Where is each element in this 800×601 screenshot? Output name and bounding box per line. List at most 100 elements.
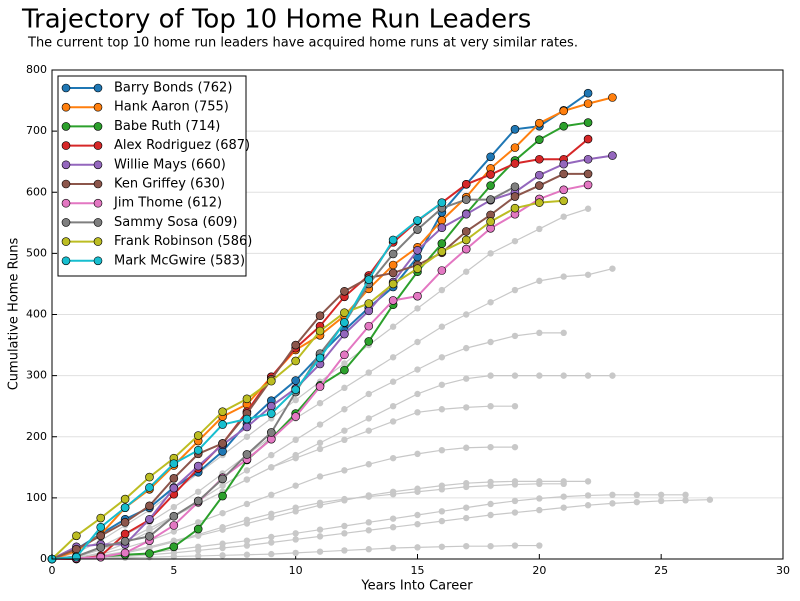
legend-marker xyxy=(61,160,71,170)
marker xyxy=(292,454,299,462)
marker xyxy=(511,286,519,294)
marker xyxy=(438,446,446,454)
marker xyxy=(364,337,374,346)
marker xyxy=(266,376,276,386)
marker xyxy=(243,551,251,558)
marker xyxy=(145,514,154,524)
series xyxy=(47,198,447,564)
y-tick-label: 100 xyxy=(26,491,47,504)
marker xyxy=(437,239,447,248)
marker xyxy=(120,503,130,512)
marker xyxy=(218,407,227,416)
marker xyxy=(243,476,251,483)
legend-marker xyxy=(93,256,103,266)
marker xyxy=(292,396,299,404)
marker xyxy=(316,473,324,480)
marker xyxy=(438,508,446,515)
marker xyxy=(388,268,398,278)
marker xyxy=(292,482,299,489)
marker xyxy=(340,350,349,360)
marker xyxy=(96,552,106,562)
marker xyxy=(219,482,226,489)
marker xyxy=(170,537,178,544)
marker xyxy=(389,378,397,385)
marker xyxy=(487,500,494,508)
marker xyxy=(511,402,519,410)
legend-marker xyxy=(61,179,71,189)
marker xyxy=(291,385,300,394)
marker xyxy=(243,542,251,549)
marker xyxy=(72,544,81,554)
marker xyxy=(560,480,567,488)
marker xyxy=(388,235,398,245)
y-tick-label: 600 xyxy=(26,185,47,198)
marker xyxy=(510,192,520,201)
marker xyxy=(487,250,494,257)
marker xyxy=(266,409,276,418)
marker xyxy=(341,547,348,554)
marker xyxy=(341,360,348,367)
legend-marker xyxy=(61,237,71,246)
background-series xyxy=(48,329,567,563)
marker xyxy=(389,454,397,462)
marker xyxy=(218,420,227,429)
marker xyxy=(560,504,567,511)
marker xyxy=(487,542,494,550)
legend-marker xyxy=(93,218,103,227)
x-tick-label: 10 xyxy=(289,564,303,577)
marker xyxy=(292,549,299,557)
line xyxy=(51,332,564,560)
marker xyxy=(243,516,251,524)
marker xyxy=(510,124,520,134)
marker xyxy=(96,522,106,532)
marker xyxy=(193,445,203,455)
marker xyxy=(120,518,130,527)
marker xyxy=(316,526,324,533)
marker xyxy=(486,152,495,162)
marker xyxy=(242,394,252,404)
marker xyxy=(316,421,324,428)
marker xyxy=(535,170,544,180)
marker xyxy=(413,216,422,225)
y-tick-label: 800 xyxy=(26,63,47,76)
line xyxy=(51,96,613,560)
marker xyxy=(609,265,616,272)
marker xyxy=(438,406,446,413)
marker xyxy=(72,531,81,541)
marker xyxy=(389,544,397,552)
marker xyxy=(268,451,275,459)
marker xyxy=(243,467,251,474)
marker xyxy=(291,376,300,385)
marker xyxy=(389,323,397,330)
marker xyxy=(389,418,397,425)
marker xyxy=(461,209,471,219)
marker xyxy=(463,444,470,451)
marker xyxy=(414,450,421,458)
marker xyxy=(96,531,106,541)
marker xyxy=(511,497,519,505)
marker xyxy=(559,159,569,169)
x-tick-label: 20 xyxy=(532,564,546,577)
marker xyxy=(463,514,470,522)
marker xyxy=(341,436,348,444)
marker xyxy=(463,504,470,511)
marker xyxy=(584,502,592,509)
legend-marker xyxy=(61,141,71,150)
marker xyxy=(365,415,372,422)
marker xyxy=(340,286,349,296)
marker xyxy=(510,182,520,192)
marker xyxy=(535,198,544,207)
marker xyxy=(487,402,494,410)
marker xyxy=(365,461,372,468)
legend-label: Babe Ruth (714) xyxy=(114,119,220,134)
marker xyxy=(463,404,470,411)
line xyxy=(51,154,613,560)
marker xyxy=(316,548,324,555)
marker xyxy=(461,235,471,245)
marker xyxy=(486,181,495,190)
marker xyxy=(535,135,544,144)
x-tick-label: 25 xyxy=(654,564,668,577)
marker xyxy=(414,544,421,551)
marker xyxy=(341,495,348,503)
